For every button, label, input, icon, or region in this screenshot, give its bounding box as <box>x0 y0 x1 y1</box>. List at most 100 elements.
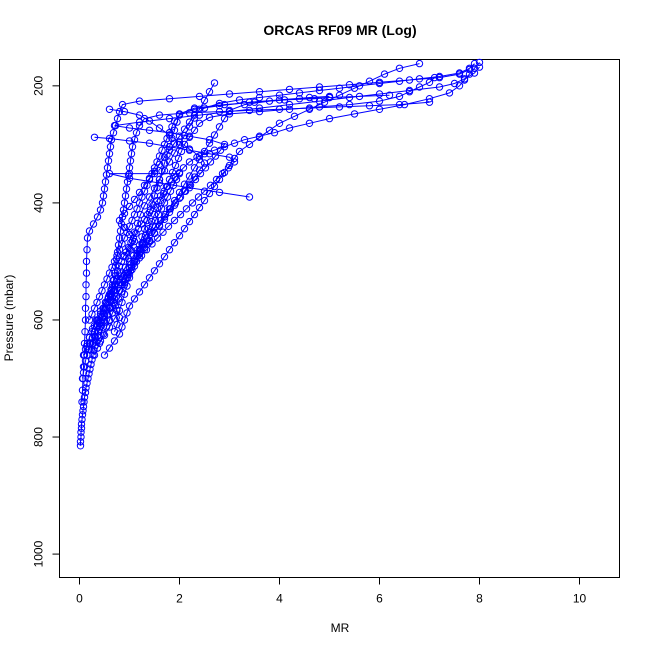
data-point <box>185 133 194 142</box>
data-point <box>78 411 87 419</box>
data-point <box>225 153 234 161</box>
x-axis: 0 2 4 6 8 10 <box>76 577 586 606</box>
data-point <box>135 97 144 105</box>
data-point <box>79 402 88 411</box>
data-point <box>470 59 479 68</box>
data-point <box>83 246 91 254</box>
data-point <box>255 107 264 116</box>
data-point <box>200 159 209 167</box>
data-point <box>285 124 294 132</box>
x-tick-label: 4 <box>276 592 283 606</box>
data-point <box>76 442 85 450</box>
data-point <box>87 360 95 369</box>
data-point <box>135 288 144 296</box>
data-point <box>180 225 189 233</box>
data-point <box>143 216 151 225</box>
data-point <box>159 189 168 198</box>
data-point <box>305 105 314 114</box>
data-point <box>102 171 111 179</box>
data-point <box>125 302 134 310</box>
series-line <box>81 69 470 402</box>
data-point <box>79 407 87 415</box>
data-point <box>104 157 113 165</box>
data-point <box>100 311 109 319</box>
data-point <box>455 69 464 77</box>
data-point <box>135 246 144 254</box>
data-point <box>155 124 164 132</box>
series-layer <box>76 58 484 450</box>
data-point <box>335 103 344 111</box>
data-point <box>415 83 424 91</box>
data-point <box>130 136 139 144</box>
data-point <box>96 337 105 345</box>
data-point <box>185 180 194 188</box>
data-point <box>355 92 364 101</box>
data-point <box>225 161 234 170</box>
data-point <box>185 217 194 226</box>
data-point <box>111 302 120 310</box>
data-point <box>76 438 85 446</box>
data-point <box>165 175 174 184</box>
data-point <box>77 424 86 432</box>
data-point <box>90 332 99 341</box>
data-point <box>81 316 90 324</box>
data-point <box>395 77 404 85</box>
data-point <box>395 64 404 73</box>
data-point <box>215 175 224 184</box>
data-point <box>166 187 175 195</box>
data-point <box>115 216 124 225</box>
data-point <box>98 199 107 207</box>
data-point <box>190 210 199 219</box>
data-point <box>103 164 112 172</box>
y-tick-label: 200 <box>32 76 46 96</box>
data-point <box>375 90 384 98</box>
data-point <box>175 194 184 202</box>
data-point <box>79 363 88 371</box>
data-point <box>470 64 479 73</box>
data-point <box>105 344 114 352</box>
data-point <box>115 313 124 322</box>
data-point <box>132 129 141 137</box>
data-point <box>210 131 219 139</box>
data-point <box>165 146 174 154</box>
data-point <box>153 203 162 212</box>
data-point <box>100 185 109 193</box>
data-point <box>118 100 127 109</box>
data-point <box>285 85 294 94</box>
data-point <box>295 89 304 97</box>
data-point <box>82 269 91 277</box>
data-point <box>125 202 134 211</box>
data-point <box>220 168 229 177</box>
x-axis-label: MR <box>331 621 350 635</box>
data-point <box>215 188 224 197</box>
data-point <box>175 111 184 119</box>
series-11 <box>105 105 209 336</box>
data-point <box>96 307 105 315</box>
data-point <box>220 140 229 149</box>
data-point <box>175 169 184 178</box>
data-point <box>123 178 132 186</box>
series-line <box>118 63 475 256</box>
data-point <box>160 215 169 224</box>
data-point <box>159 228 167 236</box>
data-point <box>90 328 99 336</box>
data-point <box>380 70 389 78</box>
data-point <box>153 184 161 192</box>
data-point <box>160 253 169 261</box>
data-point <box>345 81 354 89</box>
data-point <box>126 267 135 275</box>
data-point <box>195 166 204 174</box>
series-line <box>94 77 435 356</box>
data-point <box>275 96 284 104</box>
data-point <box>195 119 204 128</box>
data-point <box>129 260 138 268</box>
data-point <box>105 316 114 324</box>
data-point <box>275 119 284 128</box>
y-axis-label: Pressure (mbar) <box>2 275 16 362</box>
data-point <box>190 105 199 114</box>
data-point <box>149 201 158 209</box>
data-point <box>230 154 239 163</box>
series-6 <box>78 65 474 406</box>
data-point <box>155 111 164 119</box>
data-point <box>285 100 294 109</box>
